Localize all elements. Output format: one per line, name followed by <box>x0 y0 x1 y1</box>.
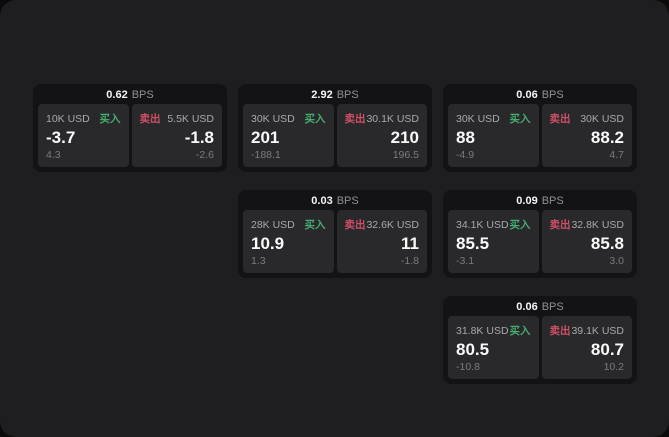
sell-price: 210 <box>390 128 419 147</box>
quote-panels: 30K USD 买入 88 -4.9 卖出 30K USD 88.2 4.7 <box>448 104 632 167</box>
sell-amount: 30K USD <box>580 112 624 125</box>
sell-tag: 卖出 <box>344 219 366 231</box>
buy-panel[interactable]: 30K USD 买入 201 -188.1 <box>243 104 334 167</box>
buy-panel[interactable]: 10K USD 买入 -3.7 4.3 <box>38 104 129 167</box>
buy-sub-value: -10.8 <box>456 361 480 373</box>
bps-header: 0.62 BPS <box>33 84 227 104</box>
bps-value: 0.09 <box>516 195 538 207</box>
sell-price: 88.2 <box>590 128 624 147</box>
sell-tag: 卖出 <box>549 325 571 337</box>
buy-tag: 买入 <box>99 113 121 125</box>
sell-sub-value: 196.5 <box>392 149 419 161</box>
bps-value: 0.62 <box>106 89 128 101</box>
bps-label: BPS <box>541 195 564 207</box>
sell-sub-value: 4.7 <box>609 149 624 161</box>
buy-price: 85.5 <box>456 234 490 253</box>
sell-tag: 卖出 <box>139 113 161 125</box>
bps-value: 0.03 <box>311 195 333 207</box>
sell-price: 80.7 <box>590 340 624 359</box>
quote-card-6: 0.06 BPS 31.8K USD 买入 80.5 -10.8 卖出 39.1… <box>443 296 637 384</box>
buy-amount: 34.1K USD <box>456 218 509 231</box>
bps-header: 2.92 BPS <box>238 84 432 104</box>
sell-sub-value: -2.6 <box>195 149 214 161</box>
buy-sub-value: -4.9 <box>456 149 475 161</box>
quote-card-5: 0.09 BPS 34.1K USD 买入 85.5 -3.1 卖出 32.8K… <box>443 190 637 278</box>
sell-sub-value: -1.8 <box>400 255 419 267</box>
bps-label: BPS <box>541 89 564 101</box>
sell-tag: 卖出 <box>549 113 571 125</box>
bps-header: 0.06 BPS <box>443 84 637 104</box>
sell-sub-value: 10.2 <box>603 361 624 373</box>
sell-tag: 卖出 <box>344 113 366 125</box>
bps-label: BPS <box>336 195 359 207</box>
buy-sub-value: 4.3 <box>46 149 61 161</box>
buy-amount: 10K USD <box>46 112 90 125</box>
buy-panel[interactable]: 34.1K USD 买入 85.5 -3.1 <box>448 210 539 273</box>
quote-card-4: 0.03 BPS 28K USD 买入 10.9 1.3 卖出 32.6K US… <box>238 190 432 278</box>
sell-panel[interactable]: 卖出 30.1K USD 210 196.5 <box>336 104 427 167</box>
buy-tag: 买入 <box>304 113 326 125</box>
sell-amount: 32.8K USD <box>571 218 624 231</box>
buy-price: 80.5 <box>456 340 490 359</box>
buy-amount: 30K USD <box>251 112 295 125</box>
quote-panels: 34.1K USD 买入 85.5 -3.1 卖出 32.8K USD 85.8… <box>448 210 632 273</box>
sell-tag: 卖出 <box>549 219 571 231</box>
sell-panel[interactable]: 卖出 32.8K USD 85.8 3.0 <box>541 210 632 273</box>
buy-amount: 31.8K USD <box>456 324 509 337</box>
buy-panel[interactable]: 30K USD 买入 88 -4.9 <box>448 104 539 167</box>
quote-panels: 30K USD 买入 201 -188.1 卖出 30.1K USD 210 1… <box>243 104 427 167</box>
buy-price: -3.7 <box>46 128 76 147</box>
quote-panels: 10K USD 买入 -3.7 4.3 卖出 5.5K USD -1.8 -2.… <box>38 104 222 167</box>
buy-sub-value: 1.3 <box>251 255 266 267</box>
buy-price: 88 <box>456 128 475 147</box>
quote-card-3: 0.06 BPS 30K USD 买入 88 -4.9 卖出 30K USD 8… <box>443 84 637 172</box>
buy-tag: 买入 <box>509 113 531 125</box>
bps-label: BPS <box>336 89 359 101</box>
sell-panel[interactable]: 卖出 39.1K USD 80.7 10.2 <box>541 316 632 379</box>
bps-value: 0.06 <box>516 301 538 313</box>
buy-panel[interactable]: 28K USD 买入 10.9 1.3 <box>243 210 334 273</box>
sell-sub-value: 3.0 <box>609 255 624 267</box>
bps-header: 0.03 BPS <box>238 190 432 210</box>
quote-panels: 31.8K USD 买入 80.5 -10.8 卖出 39.1K USD 80.… <box>448 316 632 379</box>
buy-amount: 30K USD <box>456 112 500 125</box>
sell-price: 11 <box>401 234 419 253</box>
quote-card-1: 0.62 BPS 10K USD 买入 -3.7 4.3 卖出 5.5K USD… <box>33 84 227 172</box>
buy-amount: 28K USD <box>251 218 295 231</box>
buy-sub-value: -3.1 <box>456 255 475 267</box>
sell-panel[interactable]: 卖出 32.6K USD 11 -1.8 <box>336 210 427 273</box>
buy-tag: 买入 <box>509 325 531 337</box>
bps-header: 0.09 BPS <box>443 190 637 210</box>
buy-price: 10.9 <box>251 234 285 253</box>
bps-header: 0.06 BPS <box>443 296 637 316</box>
sell-price: -1.8 <box>184 128 214 147</box>
quote-panels: 28K USD 买入 10.9 1.3 卖出 32.6K USD 11 -1.8 <box>243 210 427 273</box>
bps-label: BPS <box>131 89 154 101</box>
sell-amount: 39.1K USD <box>571 324 624 337</box>
buy-tag: 买入 <box>304 219 326 231</box>
bps-label: BPS <box>541 301 564 313</box>
quote-card-2: 2.92 BPS 30K USD 买入 201 -188.1 卖出 30.1K … <box>238 84 432 172</box>
buy-sub-value: -188.1 <box>251 149 281 161</box>
bps-value: 2.92 <box>311 89 333 101</box>
sell-panel[interactable]: 卖出 30K USD 88.2 4.7 <box>541 104 632 167</box>
sell-panel[interactable]: 卖出 5.5K USD -1.8 -2.6 <box>131 104 222 167</box>
bps-value: 0.06 <box>516 89 538 101</box>
sell-amount: 5.5K USD <box>167 112 214 125</box>
sell-amount: 30.1K USD <box>366 112 419 125</box>
buy-tag: 买入 <box>509 219 531 231</box>
sell-price: 85.8 <box>590 234 624 253</box>
sell-amount: 32.6K USD <box>366 218 419 231</box>
buy-price: 201 <box>251 128 280 147</box>
buy-panel[interactable]: 31.8K USD 买入 80.5 -10.8 <box>448 316 539 379</box>
